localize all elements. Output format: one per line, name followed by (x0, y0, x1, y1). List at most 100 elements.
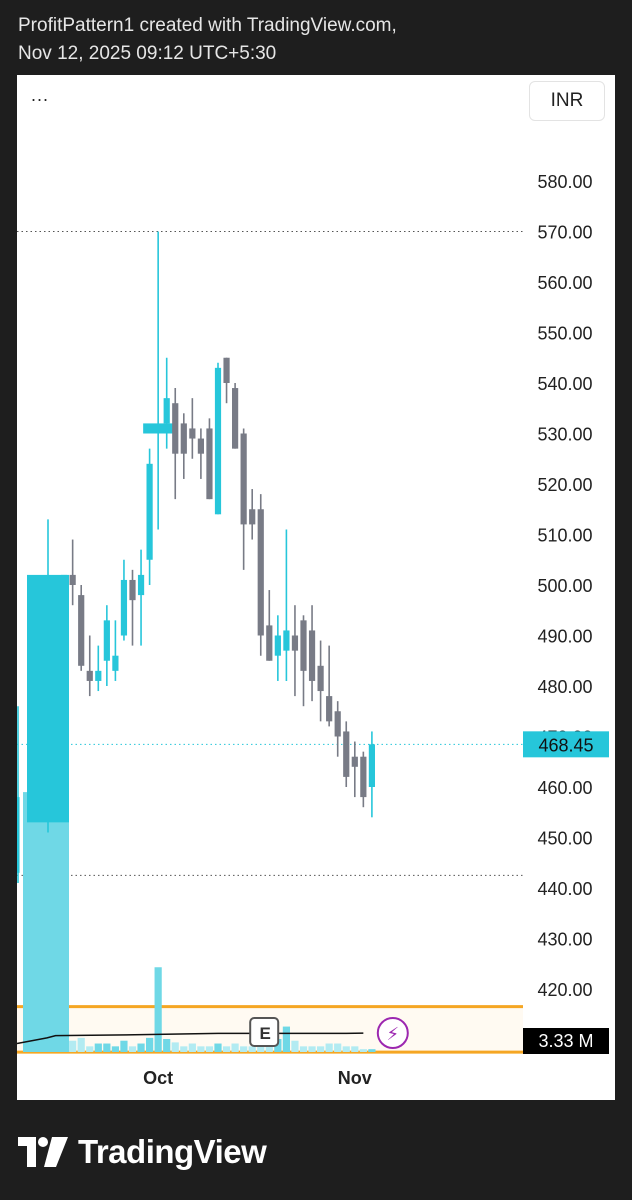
candle-body (120, 579, 128, 636)
dividend-badge-icon: ⚡ (386, 1024, 399, 1045)
candle-body (360, 756, 367, 798)
candle-body (172, 403, 179, 454)
volume-bar (69, 1040, 77, 1052)
y-tick-label: 430.00 (537, 930, 592, 950)
volume-bar (103, 1043, 111, 1052)
candle-body (146, 463, 153, 560)
volume-bar (282, 1026, 290, 1052)
volume-bar (240, 1046, 248, 1052)
volume-bar (231, 1043, 239, 1052)
y-tick-label: 490.00 (537, 627, 592, 647)
y-tick-label: 510.00 (537, 526, 592, 546)
volume-bar (205, 1046, 214, 1052)
y-tick-label: 530.00 (537, 425, 592, 445)
volume-bar (180, 1046, 188, 1052)
volume-bar (308, 1046, 316, 1052)
candle-body (112, 655, 119, 671)
candle-body (257, 509, 264, 636)
candle-body (334, 711, 341, 737)
volume-bar (359, 1049, 367, 1052)
candles (17, 231, 375, 883)
y-tick-label: 440.00 (537, 879, 592, 899)
x-tick-label: Oct (143, 1068, 173, 1088)
volume-bar (111, 1046, 119, 1052)
candle-body (232, 388, 239, 449)
volume-bar (23, 792, 69, 1052)
candle-body (266, 625, 273, 661)
volume-bar (317, 1046, 325, 1052)
volume-bar (86, 1046, 94, 1052)
candle-body (274, 635, 281, 656)
candle-body (180, 423, 187, 454)
volume-bar (274, 1039, 282, 1052)
volume-bar (342, 1046, 350, 1052)
last-price-tag (523, 731, 609, 758)
volume-bar (94, 1043, 102, 1052)
candle-body (291, 635, 299, 651)
y-tick-label: 560.00 (537, 273, 592, 293)
volume-bar (325, 1043, 333, 1052)
candle-body (351, 756, 358, 767)
candle-body (223, 357, 230, 383)
candle-body (308, 630, 316, 681)
volume-bar (188, 1043, 196, 1052)
y-tick-label: 420.00 (537, 980, 592, 1000)
volume-bar (163, 1039, 171, 1052)
candle-body (137, 574, 145, 596)
volume-bar (222, 1046, 231, 1052)
volume-bar (368, 1049, 376, 1052)
candle-body (103, 620, 110, 661)
volume-bars (23, 792, 376, 1052)
y-tick-label: 580.00 (537, 172, 592, 192)
header-creator-line: ProfitPattern1 created with TradingView.… (18, 15, 397, 36)
volume-moving-average-line (17, 1032, 364, 1045)
y-tick-label: 500.00 (537, 576, 592, 596)
candle-body (86, 670, 93, 681)
candle-body (69, 574, 76, 585)
y-tick-label: 570.00 (537, 223, 592, 243)
candlestick-chart[interactable]: E ⚡ 580.00 570.00 560.00 550.00 540.00 530.00 52… (17, 75, 615, 1100)
candle-body (61, 574, 68, 578)
volume-bar (171, 1042, 179, 1052)
candle-body (206, 428, 213, 500)
y-tick-label: 480.00 (537, 677, 592, 697)
candle-body (129, 579, 136, 601)
candle-body (283, 630, 290, 651)
y-tick-label: 460.00 (537, 778, 592, 798)
candle-body (300, 620, 307, 671)
candle-body (368, 744, 375, 787)
volume-bar (299, 1046, 308, 1052)
volume-bar (334, 1043, 342, 1052)
tradingview-brand: TradingView (78, 1133, 267, 1170)
candle-body (343, 731, 350, 777)
tradingview-logo-icon (18, 1137, 68, 1167)
last-price-label: 468.45 (538, 735, 593, 755)
volume-bar (291, 1040, 299, 1052)
volume-bar (77, 1037, 85, 1052)
earnings-badge (249, 1017, 280, 1047)
tradingview-footer: TradingView (18, 1130, 267, 1174)
volume-bar (248, 1046, 256, 1052)
candle-body (197, 438, 204, 454)
candle-body (189, 428, 196, 439)
volume-bar (60, 1023, 68, 1052)
y-tick-label: 520.00 (537, 475, 592, 495)
volume-bar (154, 967, 162, 1052)
currency-button[interactable]: INR (529, 81, 605, 121)
volume-bar (128, 1046, 137, 1052)
chart-panel[interactable]: E ⚡ 580.00 570.00 560.00 550.00 540.00 530.00 52… (17, 75, 615, 1100)
price-axis: 580.00 570.00 560.00 550.00 540.00 530.00 520.… (537, 172, 592, 1051)
candle-body (214, 367, 222, 515)
dividend-badge (376, 1017, 409, 1049)
candle-body (240, 433, 247, 525)
candle-body (78, 595, 85, 666)
candle-body (163, 398, 170, 424)
volume-bar (146, 1037, 154, 1052)
candle-body (317, 665, 324, 692)
volume-bar (120, 1040, 128, 1052)
volume-bar (257, 1046, 265, 1052)
y-tick-label: 540.00 (537, 374, 592, 394)
chart-menu-button[interactable]: ... (31, 85, 50, 105)
volume-bar (197, 1046, 205, 1052)
volume-bar (265, 1046, 273, 1052)
